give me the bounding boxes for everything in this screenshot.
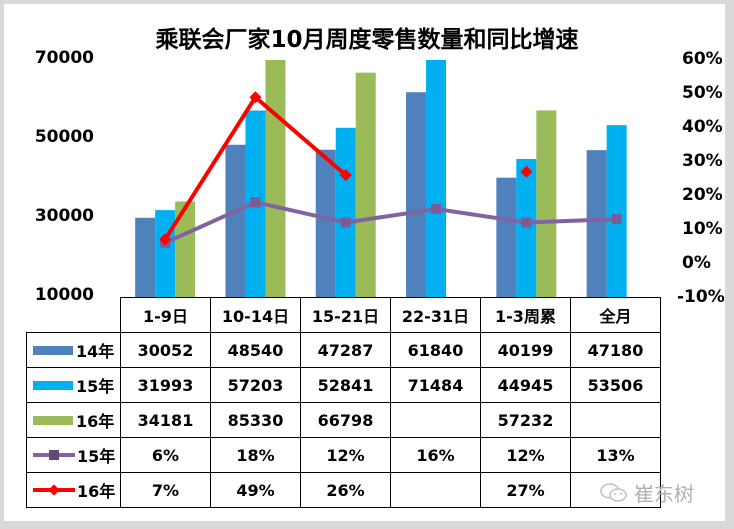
bar	[155, 210, 176, 297]
right-axis-tick: 40%	[682, 117, 723, 137]
data-table: 1-9日 10-14日 15-21日 22-31日 1-3周累 全月 14年 3…	[26, 297, 661, 508]
table-header-cell: 1-3周累	[480, 297, 571, 333]
bar	[135, 217, 156, 297]
table-header-cell: 15-21日	[300, 297, 391, 333]
wechat-icon	[600, 482, 627, 502]
table-cell: 57232	[480, 402, 571, 438]
table-cell	[390, 402, 481, 438]
square-marker-icon	[250, 197, 261, 208]
plot-area	[135, 60, 627, 298]
table-cell: 48540	[210, 332, 301, 368]
growth-line	[164, 200, 617, 245]
table-cell: 34181	[120, 402, 211, 438]
table-cell: 13%	[570, 437, 661, 473]
diamond-marker-icon	[249, 91, 262, 104]
bar	[406, 92, 427, 298]
table-cell: 40199	[480, 332, 571, 368]
right-axis-tick: 10%	[682, 219, 723, 239]
legend-cell: 14年	[26, 332, 121, 368]
bar	[606, 125, 627, 297]
table-header-cell: 10-14日	[210, 297, 301, 333]
watermark: 崔东树	[600, 478, 694, 507]
table-cell: 7%	[120, 472, 211, 508]
chart-title: 乘联会厂家10月周度零售数量和同比增速	[155, 27, 579, 53]
table-cell: 57203	[210, 367, 301, 403]
table-row: 14年 30052 48540 47287 61840 40199 47180	[26, 332, 661, 368]
legend-line-diamond-icon	[33, 484, 75, 496]
table-cell: 16%	[390, 437, 481, 473]
bar	[225, 144, 246, 297]
left-axis-tick: 30000	[34, 206, 94, 226]
table-row: 15年 31993 57203 52841 71484 44945 53506	[26, 367, 661, 403]
table-cell: 71484	[390, 367, 481, 403]
left-axis-tick: 50000	[34, 127, 94, 147]
legend-cell: 16年	[26, 402, 121, 438]
table-cell: 6%	[120, 437, 211, 473]
table-header-cell: 1-9日	[120, 297, 211, 333]
table-header-cell: 全月	[570, 297, 661, 333]
square-marker-icon	[611, 214, 622, 225]
legend-bar-15-icon	[33, 380, 73, 390]
table-cell: 26%	[300, 472, 391, 508]
diamond-marker-icon	[339, 169, 352, 182]
right-axis-tick: -10%	[677, 287, 725, 307]
table-cell: 85330	[210, 402, 301, 438]
table-cell: 44945	[480, 367, 571, 403]
legend-bar-14-icon	[33, 345, 73, 355]
table-cell: 47180	[570, 332, 661, 368]
table-row: 16年 34181 85330 66798 57232	[26, 402, 661, 438]
legend-cell: 16年	[26, 472, 121, 508]
bar	[355, 72, 376, 297]
bar	[335, 127, 356, 298]
table-cell	[390, 472, 481, 508]
table-corner	[26, 297, 121, 333]
square-marker-icon	[431, 203, 442, 214]
legend-cell: 15年	[26, 437, 121, 473]
bar	[586, 150, 607, 297]
legend-line-square-icon	[33, 449, 75, 461]
table-cell: 31993	[120, 367, 211, 403]
table-cell: 30052	[120, 332, 211, 368]
table-cell	[570, 402, 661, 438]
table-cell: 66798	[300, 402, 391, 438]
legend-cell: 15年	[26, 367, 121, 403]
bar	[265, 60, 286, 297]
table-cell: 52841	[300, 367, 391, 403]
table-header-row: 1-9日 10-14日 15-21日 22-31日 1-3周累 全月	[26, 297, 661, 333]
bar	[496, 177, 517, 297]
table-cell: 12%	[480, 437, 571, 473]
table-header-cell: 22-31日	[390, 297, 481, 333]
table-cell: 61840	[390, 332, 481, 368]
bar	[315, 149, 336, 297]
legend-bar-16-icon	[33, 415, 73, 425]
square-marker-icon	[521, 217, 532, 228]
right-axis-tick: 20%	[682, 185, 723, 205]
table-cell: 12%	[300, 437, 391, 473]
bar	[516, 158, 537, 297]
bar	[426, 60, 447, 297]
right-axis-tick: 30%	[682, 151, 723, 171]
table-cell: 18%	[210, 437, 301, 473]
right-axis-tick: 50%	[682, 83, 723, 103]
table-cell	[570, 472, 661, 508]
table-cell: 53506	[570, 367, 661, 403]
watermark-text: 崔东树	[634, 482, 694, 506]
square-marker-icon	[340, 217, 351, 228]
right-axis-tick: 0%	[682, 253, 711, 273]
table-row: 15年 6% 18% 12% 16% 12% 13%	[26, 437, 661, 473]
table-cell: 47287	[300, 332, 391, 368]
bar	[175, 201, 196, 297]
table-cell: 27%	[480, 472, 571, 508]
left-axis-tick: 70000	[34, 48, 94, 68]
table-cell: 49%	[210, 472, 301, 508]
diamond-marker-icon	[159, 233, 172, 246]
right-axis-tick: 60%	[682, 49, 723, 69]
bar	[536, 110, 557, 298]
diamond-marker-icon	[520, 165, 533, 178]
table-row: 16年 7% 49% 26% 27%	[26, 472, 661, 508]
